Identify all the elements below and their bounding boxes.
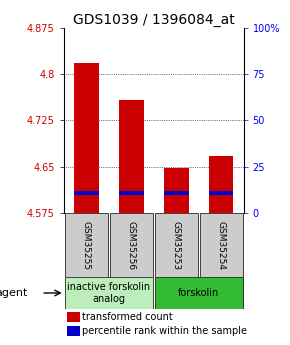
Bar xyxy=(164,191,189,195)
Bar xyxy=(67,312,80,322)
Bar xyxy=(65,277,153,309)
Bar xyxy=(209,156,233,213)
Bar xyxy=(110,213,153,277)
Text: agent: agent xyxy=(0,288,28,298)
Bar xyxy=(209,191,233,195)
Text: GSM35253: GSM35253 xyxy=(172,221,181,270)
Text: forskolin: forskolin xyxy=(178,288,219,298)
Text: inactive forskolin
analog: inactive forskolin analog xyxy=(67,282,150,304)
Bar xyxy=(155,213,198,277)
Bar xyxy=(74,63,99,213)
Bar xyxy=(74,191,99,195)
Bar xyxy=(119,100,144,213)
Text: transformed count: transformed count xyxy=(82,312,173,322)
Bar xyxy=(119,191,144,195)
Text: percentile rank within the sample: percentile rank within the sample xyxy=(82,326,247,336)
Title: GDS1039 / 1396084_at: GDS1039 / 1396084_at xyxy=(73,12,235,27)
Bar xyxy=(65,213,108,277)
Bar xyxy=(155,277,243,309)
Text: GSM35255: GSM35255 xyxy=(82,221,91,270)
Bar xyxy=(164,168,189,213)
Text: GSM35256: GSM35256 xyxy=(127,221,136,270)
Text: GSM35254: GSM35254 xyxy=(217,221,226,270)
Bar xyxy=(200,213,243,277)
Bar xyxy=(67,326,80,336)
